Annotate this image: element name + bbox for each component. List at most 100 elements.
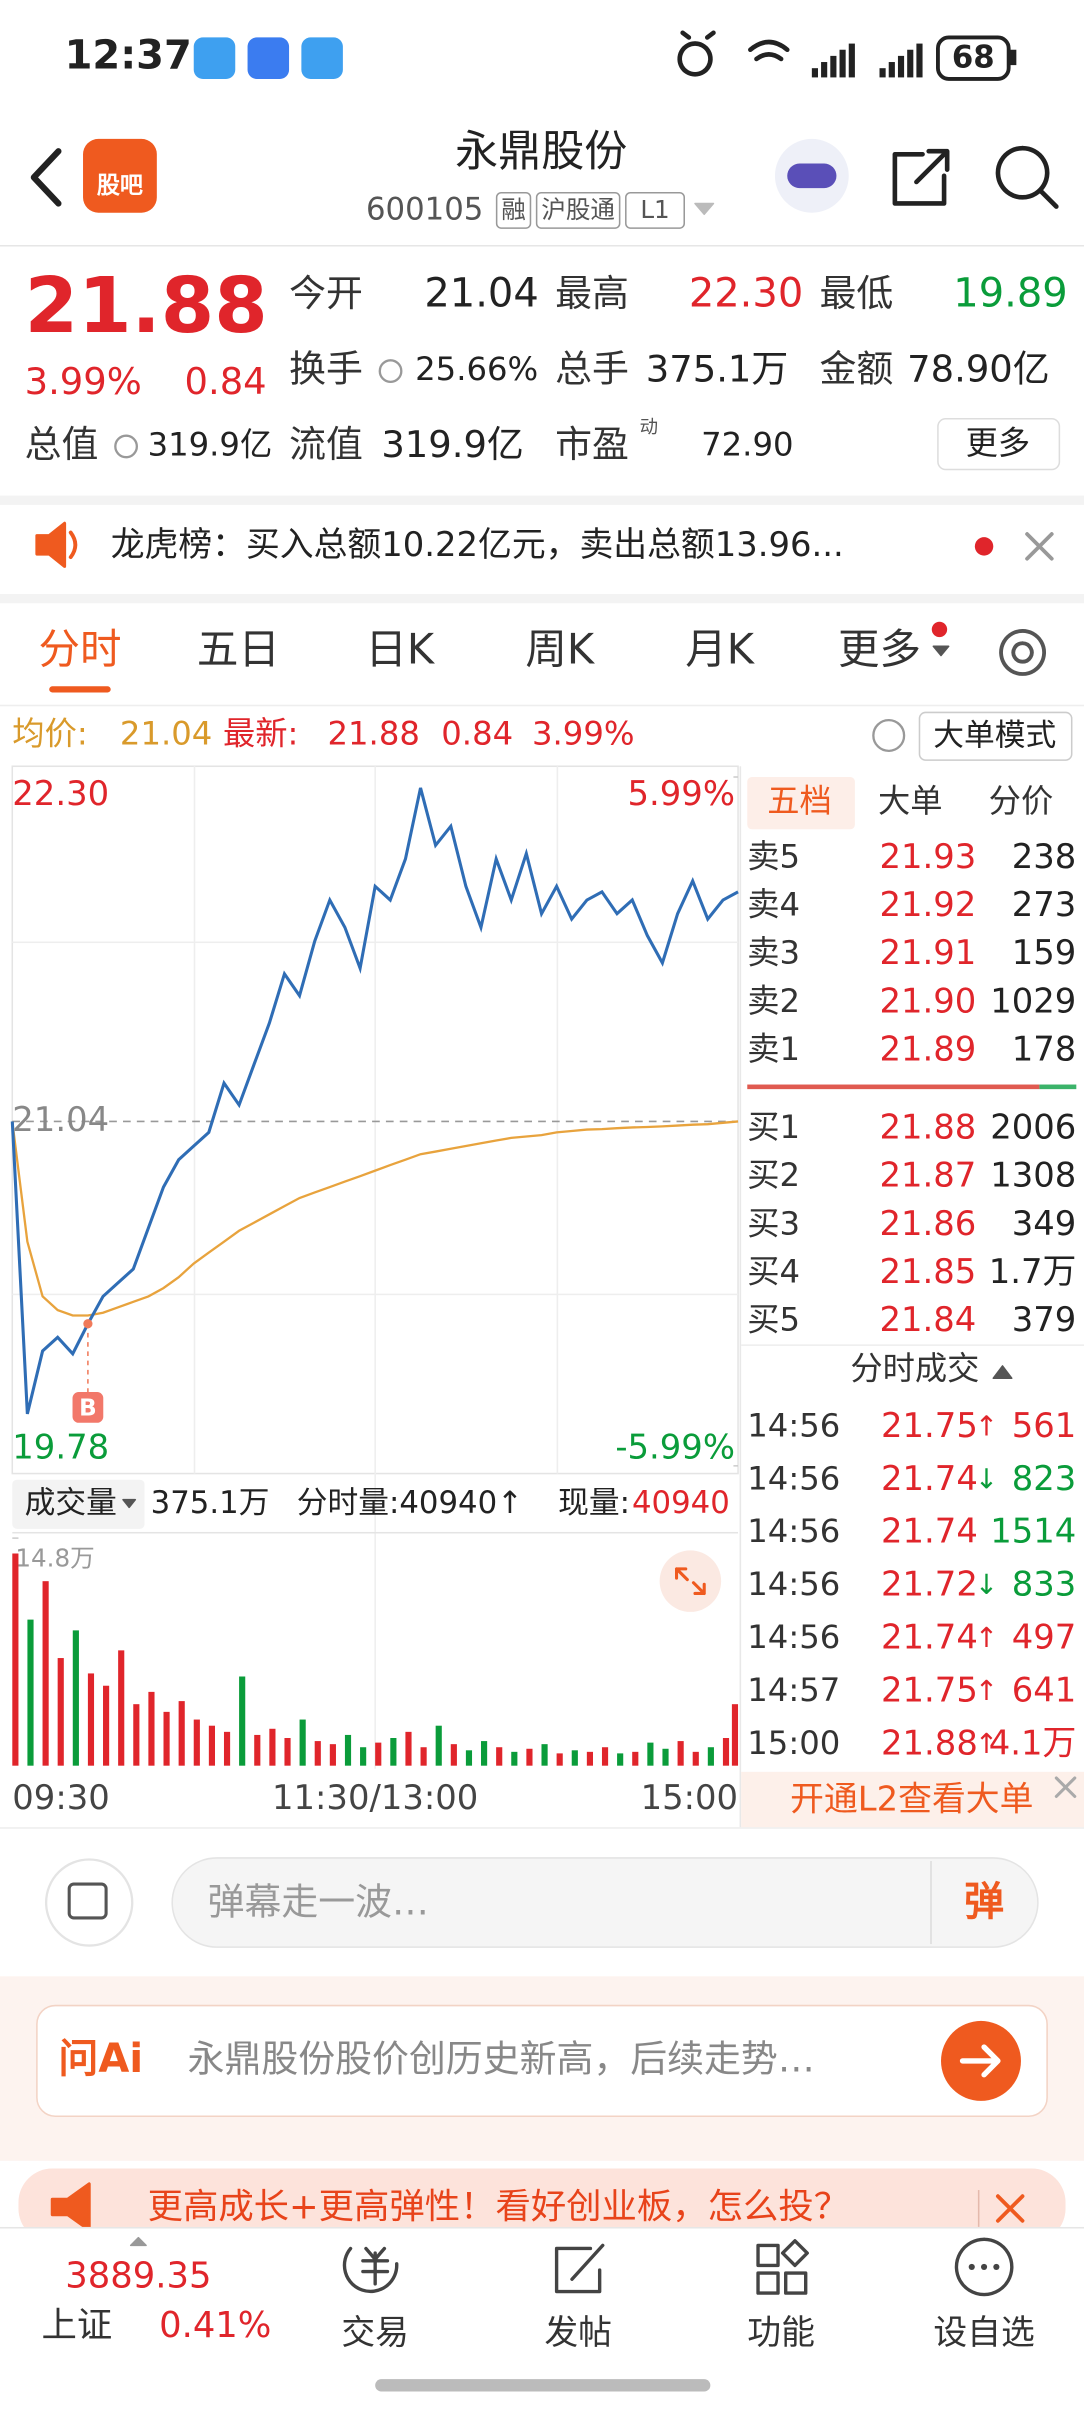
chart-tab[interactable]: 五日 [197, 624, 280, 673]
book-label: 卖1 [747, 1030, 800, 1068]
volume-bar [208, 1725, 216, 1766]
book-price: 21.88 [880, 1108, 977, 1147]
volume-bar [148, 1691, 155, 1766]
change-percent: 3.99% [25, 360, 142, 403]
nav-item[interactable]: 功能 [747, 2313, 815, 2352]
volume-bar [647, 1742, 654, 1766]
index-percent[interactable]: 0.41% [159, 2305, 271, 2346]
trade-volume: 833 [1012, 1565, 1077, 1604]
stock-tag: 融 [501, 195, 526, 224]
field-label: 换手 [289, 348, 363, 391]
signal-icon [916, 43, 923, 78]
book-volume: 238 [1012, 837, 1077, 876]
avg-value: 21.04 [120, 714, 212, 752]
volume-bar [556, 1753, 563, 1766]
l2-link[interactable]: 开通L2查看大单 [790, 1780, 1033, 1819]
icon [959, 2044, 1001, 2078]
comment-placeholder[interactable]: 弹幕走一波… [208, 1881, 429, 1924]
divider [0, 245, 1084, 247]
x-tick-label: 11:30/13:00 [272, 1778, 478, 1817]
search-button[interactable] [995, 145, 1059, 209]
trade-volume: 641 [1012, 1670, 1077, 1709]
x-tick-label: 15:00 [641, 1778, 738, 1817]
trade-arrow: ↓ [975, 1568, 998, 1601]
tag-box [535, 191, 621, 229]
volume-bar [450, 1744, 457, 1766]
guba-logo-text: 股吧 [97, 173, 143, 199]
expand-button[interactable] [659, 1550, 722, 1612]
ai-card[interactable] [36, 2004, 1048, 2118]
nav-item[interactable]: 交易 [341, 2313, 409, 2352]
volume-bar [314, 1741, 321, 1766]
trade-price: 21.75 [881, 1406, 978, 1445]
latest-percent: 3.99% [532, 714, 635, 752]
volume-bar [42, 1581, 49, 1766]
stock-tag: 沪股通 [541, 195, 615, 224]
chart-tab[interactable]: 分时 [38, 624, 121, 673]
mode-button-text[interactable]: 大单模式 [933, 718, 1056, 754]
book-tab[interactable]: 大单 [878, 782, 943, 820]
back-button[interactable] [30, 148, 62, 207]
book-label: 买4 [747, 1253, 800, 1291]
icon [342, 2246, 399, 2294]
close-button[interactable] [1054, 1776, 1077, 1798]
chart-tab[interactable]: 更多 [838, 624, 921, 673]
chart-tab[interactable]: 周K [525, 624, 596, 673]
barrage-toggle[interactable] [44, 1858, 134, 1947]
promo-text[interactable]: 更高成长+更高弹性！看好创业板，怎么投？ [148, 2187, 849, 2228]
field-label: 总值 [25, 423, 99, 466]
stock-tag: L1 [640, 195, 669, 224]
nav-item[interactable]: 发帖 [544, 2313, 612, 2352]
divider [741, 1344, 1084, 1346]
index-name[interactable]: 上证 [42, 2305, 113, 2346]
notice-text[interactable]: 龙虎榜：买入总额10.22亿元，卖出总额13.96... [111, 525, 844, 564]
index-value[interactable]: 3889.35 [65, 2256, 211, 2297]
price-line [10, 787, 739, 1415]
promo-banner[interactable] [18, 2168, 1066, 2243]
volume-bar [465, 1750, 473, 1766]
volume-bar [163, 1711, 170, 1766]
chart-tab[interactable]: 日K [365, 624, 436, 673]
comment-input[interactable] [171, 1857, 1039, 1948]
share-button[interactable] [892, 148, 950, 206]
nav-item[interactable]: 设自选 [933, 2313, 1034, 2352]
barrage-button[interactable]: 弹 [964, 1879, 1004, 1925]
volume-label[interactable]: 成交量 [25, 1485, 117, 1521]
volume-bar [360, 1747, 367, 1766]
volume-bar [692, 1751, 699, 1766]
trade-arrow: ↑ [975, 1621, 998, 1654]
help-icon[interactable] [872, 718, 906, 753]
book-volume: 2006 [990, 1108, 1076, 1147]
book-volume: 1308 [990, 1156, 1076, 1195]
field-label: 最低 [820, 272, 894, 315]
mode-button[interactable] [918, 711, 1073, 761]
trade-volume: 561 [1012, 1406, 1077, 1445]
book-tab[interactable]: 分价 [989, 782, 1054, 820]
more-button-text[interactable]: 更多 [966, 424, 1031, 462]
volume-selector[interactable] [12, 1479, 145, 1529]
book-price: 21.93 [880, 837, 977, 876]
close-button[interactable] [995, 2194, 1025, 2223]
volume-bar [178, 1701, 185, 1766]
ai-prompt[interactable]: 永鼎股份股价创历史新高，后续走势… [188, 2037, 815, 2080]
chart-tab[interactable]: 月K [685, 624, 756, 673]
book-tab[interactable]: 五档 [767, 782, 832, 820]
more-button[interactable] [937, 417, 1061, 471]
volume-bar [662, 1748, 669, 1766]
close-button[interactable] [1025, 532, 1054, 561]
tag-box [495, 191, 532, 229]
divider [12, 1531, 739, 1534]
book-price: 21.87 [880, 1156, 977, 1195]
volume-bar [731, 1704, 739, 1766]
battery-tip [1010, 49, 1017, 66]
divider [0, 495, 1084, 505]
current-volume-label: 现量: [558, 1485, 630, 1521]
tab-underline [49, 686, 111, 693]
current-volume: 40940 [632, 1485, 730, 1521]
volume-bar [12, 1553, 19, 1766]
divider [0, 594, 1084, 604]
settings-button[interactable] [999, 629, 1046, 676]
volume-bar [87, 1673, 95, 1766]
barrage-icon [67, 1882, 108, 1920]
book-price: 21.91 [880, 933, 977, 972]
